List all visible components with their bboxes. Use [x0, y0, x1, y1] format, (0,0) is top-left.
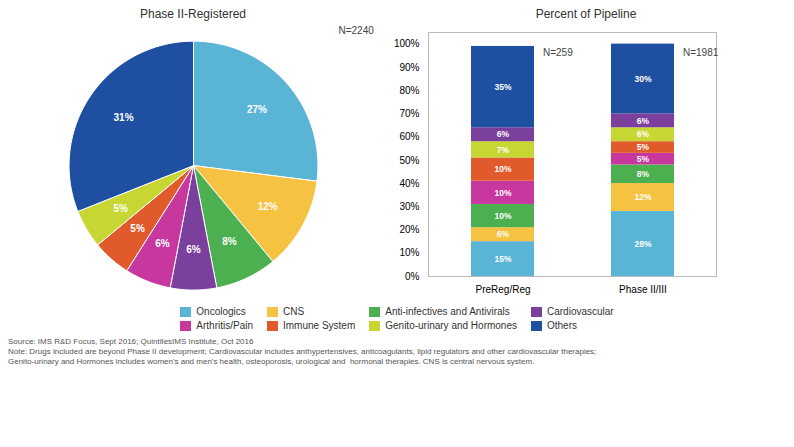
svg-text:15%: 15% [494, 254, 511, 264]
svg-text:10%: 10% [494, 188, 511, 198]
html-text:Anti-infectives and Antivirals: Anti-infectives and Antivirals [385, 306, 510, 317]
svg-text:6%: 6% [497, 229, 510, 239]
svg-text:5%: 5% [130, 223, 145, 234]
svg-text:50%: 50% [399, 155, 419, 166]
svg-text:70%: 70% [399, 108, 419, 119]
svg-text:5%: 5% [637, 154, 650, 164]
svg-text:5%: 5% [637, 142, 650, 152]
html-text:Genito-urinary and Hormones in: Genito-urinary and Hormones includes wom… [8, 357, 535, 366]
html-text:Phase II-Registered: Phase II-Registered [140, 7, 246, 21]
svg-text:6%: 6% [186, 244, 201, 255]
svg-text:60%: 60% [399, 131, 419, 142]
html-text:CNS: CNS [283, 306, 305, 317]
svg-text:80%: 80% [399, 85, 419, 96]
svg-text:N=1981: N=1981 [683, 47, 719, 58]
svg-text:0%: 0% [405, 271, 420, 282]
svg-text:40%: 40% [399, 178, 419, 189]
svg-text:30%: 30% [399, 201, 419, 212]
svg-text:Phase II/III: Phase II/III [619, 284, 667, 295]
svg-text:6%: 6% [637, 129, 650, 139]
svg-text:31%: 31% [114, 112, 134, 123]
svg-text:20%: 20% [399, 224, 419, 235]
svg-text:N=2240: N=2240 [339, 25, 375, 36]
html-text:Arthritis/Pain: Arthritis/Pain [196, 320, 253, 331]
html-text:Source: IMS R&D Focus, Sept 20: Source: IMS R&D Focus, Sept 2016; QuintI… [8, 337, 254, 346]
svg-text:27%: 27% [247, 104, 267, 115]
html-text:Genito-urinary and Hormones: Genito-urinary and Hormones [385, 320, 517, 331]
svg-text:30%: 30% [634, 74, 651, 84]
html-text:Percent of Pipeline: Percent of Pipeline [535, 7, 637, 21]
svg-text:6%: 6% [155, 238, 170, 249]
svg-text:PreReg/Reg: PreReg/Reg [475, 284, 530, 295]
svg-text:90%: 90% [399, 62, 419, 73]
svg-text:10%: 10% [494, 164, 511, 174]
svg-text:12%: 12% [258, 201, 278, 212]
svg-text:N=259: N=259 [543, 47, 573, 58]
svg-text:7%: 7% [497, 145, 510, 155]
html-text:Oncologics: Oncologics [196, 306, 246, 317]
svg-text:6%: 6% [497, 129, 510, 139]
svg-text:5%: 5% [113, 203, 128, 214]
svg-text:28%: 28% [634, 239, 651, 249]
html-text:Others: Others [547, 320, 577, 331]
svg-text:100%: 100% [394, 38, 420, 49]
svg-text:10%: 10% [399, 247, 419, 258]
svg-text:6%: 6% [637, 116, 650, 126]
html-text:Cardiovascular: Cardiovascular [547, 306, 614, 317]
svg-text:35%: 35% [494, 82, 511, 92]
svg-text:12%: 12% [634, 192, 651, 202]
html-text:Note: Drugs included are beyon: Note: Drugs included are beyond Phase II… [8, 347, 597, 356]
html-text:Immune System: Immune System [283, 320, 356, 331]
svg-text:10%: 10% [494, 211, 511, 221]
svg-text:8%: 8% [222, 236, 237, 247]
svg-text:8%: 8% [637, 169, 650, 179]
